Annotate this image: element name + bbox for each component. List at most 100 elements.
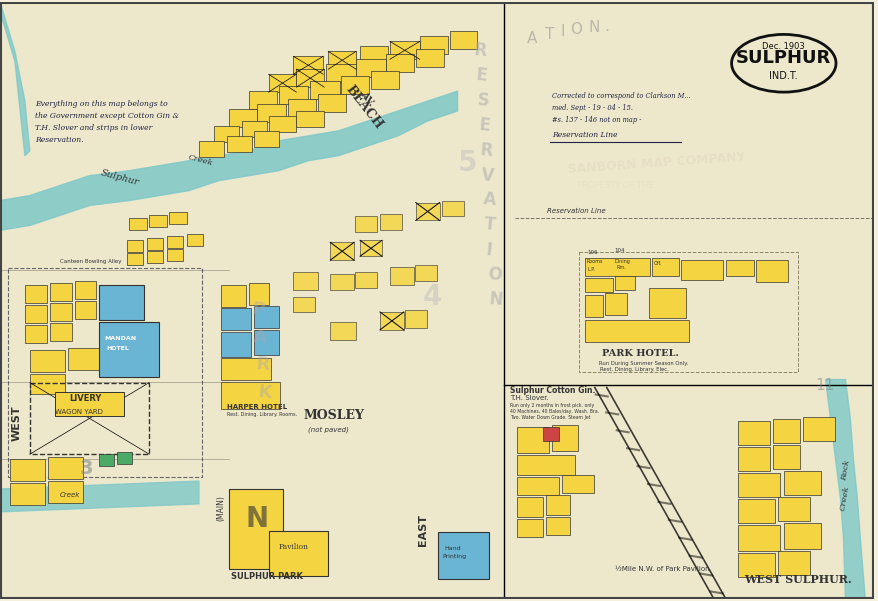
- Bar: [680, 260, 723, 280]
- Bar: [651, 258, 679, 276]
- Polygon shape: [0, 2, 30, 156]
- Bar: [68, 348, 103, 370]
- Bar: [147, 251, 163, 263]
- Bar: [579, 252, 797, 371]
- Text: AV.: AV.: [357, 90, 375, 108]
- Text: O: O: [569, 22, 581, 37]
- Text: A: A: [482, 191, 496, 210]
- Text: Reservation.: Reservation.: [35, 136, 83, 144]
- Bar: [545, 517, 569, 535]
- Text: I: I: [559, 25, 564, 40]
- Text: R: R: [255, 356, 270, 374]
- Bar: [561, 475, 594, 493]
- Bar: [54, 391, 124, 416]
- Bar: [356, 59, 385, 77]
- Text: Rock: Rock: [839, 459, 851, 481]
- Bar: [543, 427, 558, 441]
- Bar: [390, 41, 420, 59]
- Text: ½Mile N.W. of Park Pavilion: ½Mile N.W. of Park Pavilion: [614, 566, 709, 572]
- Text: MOSLEY: MOSLEY: [303, 409, 364, 423]
- Bar: [254, 306, 278, 328]
- Text: N: N: [488, 290, 503, 309]
- Bar: [648, 288, 686, 318]
- Bar: [30, 350, 65, 371]
- Bar: [725, 260, 753, 276]
- Text: 104: 104: [614, 248, 624, 253]
- Polygon shape: [0, 91, 457, 230]
- Bar: [198, 141, 224, 157]
- Text: 106: 106: [587, 250, 597, 255]
- Text: SANBORN MAP COMPANY: SANBORN MAP COMPANY: [566, 150, 745, 175]
- Bar: [75, 281, 97, 299]
- Bar: [248, 283, 269, 305]
- Text: Printing: Printing: [443, 554, 466, 558]
- Bar: [415, 203, 439, 221]
- Bar: [545, 495, 569, 515]
- Bar: [296, 69, 324, 87]
- Bar: [379, 312, 403, 330]
- Text: N: N: [246, 505, 269, 533]
- Bar: [327, 51, 356, 69]
- Bar: [755, 260, 787, 282]
- Polygon shape: [824, 380, 864, 599]
- Bar: [129, 218, 147, 230]
- Text: MANDAN: MANDAN: [104, 336, 136, 341]
- Bar: [371, 72, 399, 89]
- Bar: [330, 274, 354, 290]
- Bar: [360, 46, 387, 64]
- Text: Rest. Dining. Library. Rooms.: Rest. Dining. Library. Rooms.: [227, 412, 297, 417]
- Bar: [516, 427, 549, 453]
- Text: SULPHUR PARK: SULPHUR PARK: [231, 572, 302, 581]
- Text: Reservation Line: Reservation Line: [551, 131, 617, 139]
- Text: Rest. Dining. Library. Elec.: Rest. Dining. Library. Elec.: [599, 367, 668, 371]
- Text: Reservation Line: Reservation Line: [546, 209, 605, 215]
- Bar: [441, 201, 463, 216]
- Bar: [326, 64, 356, 82]
- Text: HARPER HOTEL: HARPER HOTEL: [227, 404, 286, 410]
- Text: R: R: [473, 41, 487, 60]
- Text: Creek: Creek: [838, 484, 850, 511]
- Bar: [25, 305, 47, 323]
- Text: 40 Machines, 40 Bales/day, Wash. Bra.: 40 Machines, 40 Bales/day, Wash. Bra.: [510, 409, 599, 415]
- Bar: [783, 471, 820, 495]
- Text: S: S: [476, 91, 489, 110]
- Bar: [296, 111, 324, 127]
- Bar: [8, 268, 202, 477]
- Bar: [516, 519, 543, 537]
- Bar: [256, 104, 286, 122]
- Text: 11: 11: [815, 377, 834, 392]
- Text: Hand: Hand: [444, 546, 461, 551]
- Text: BEACH: BEACH: [342, 83, 385, 132]
- Bar: [341, 76, 369, 94]
- Text: SULPHUR: SULPHUR: [736, 49, 831, 67]
- Bar: [330, 322, 356, 340]
- Text: 3: 3: [80, 459, 93, 478]
- Polygon shape: [0, 481, 198, 512]
- Bar: [738, 525, 779, 551]
- Text: T.H. Slover.: T.H. Slover.: [510, 395, 549, 401]
- Bar: [288, 99, 316, 117]
- Bar: [220, 332, 250, 357]
- Text: R: R: [479, 141, 493, 160]
- Text: 5: 5: [457, 148, 477, 177]
- Bar: [330, 242, 354, 260]
- Bar: [738, 499, 774, 523]
- Bar: [47, 481, 83, 503]
- Bar: [318, 94, 346, 112]
- Bar: [220, 382, 280, 409]
- Text: A: A: [252, 328, 268, 347]
- Bar: [738, 421, 769, 445]
- Bar: [614, 276, 634, 290]
- Text: (not paved): (not paved): [308, 426, 349, 433]
- Bar: [390, 267, 414, 285]
- Text: (MAIN): (MAIN): [217, 495, 226, 521]
- Text: Creek: Creek: [187, 153, 213, 168]
- Bar: [220, 285, 246, 307]
- Bar: [99, 454, 114, 466]
- Bar: [169, 213, 187, 224]
- Text: T: T: [544, 28, 554, 43]
- Text: T.H. Slover and strips in lower: T.H. Slover and strips in lower: [35, 124, 152, 132]
- Bar: [355, 216, 377, 233]
- Text: EAST: EAST: [417, 514, 428, 546]
- Bar: [50, 323, 71, 341]
